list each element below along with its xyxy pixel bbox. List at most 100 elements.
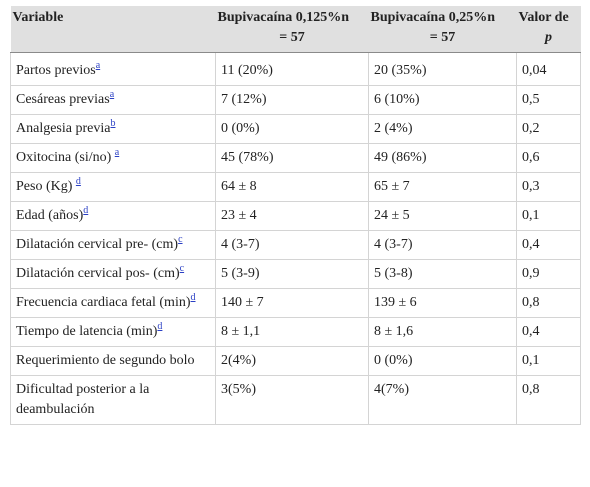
cell-p-value: 0,6 xyxy=(516,143,581,173)
footnote-link[interactable]: a xyxy=(114,147,120,158)
table-body: Partos previosa 11 (20%) 20 (35%) 0,04 Cesár… xyxy=(10,52,581,425)
cell-bupi-0125: 4 (3-7) xyxy=(215,230,369,260)
variable-label: Frecuencia cardiaca fetal (min) xyxy=(16,295,191,310)
footnote-link[interactable]: d xyxy=(190,292,196,303)
cell-p-value: 0,9 xyxy=(516,259,581,289)
header-p-value-line2: p xyxy=(545,30,552,45)
cell-p-value: 0,1 xyxy=(516,201,581,231)
header-bupi-0125-line2: = 57 xyxy=(279,30,305,45)
footnote-marker: d xyxy=(83,205,88,216)
cell-bupi-0125: 8 ± 1,1 xyxy=(215,317,369,347)
cell-p-value: 0,2 xyxy=(516,114,581,144)
cell-p-value: 0,04 xyxy=(516,52,581,86)
table-header: Variable Bupivacaína 0,125%n = 57 Bupiva… xyxy=(10,6,581,53)
header-p-value-line1: Valor de xyxy=(518,10,569,25)
cell-variable: Oxitocina (si/no) a xyxy=(10,143,216,173)
cell-bupi-025: 6 (10%) xyxy=(368,85,517,115)
table-row: Dilatación cervical pre- (cm)c 4 (3-7) 4 (… xyxy=(10,230,581,260)
cell-bupi-025: 8 ± 1,6 xyxy=(368,317,517,347)
variable-label: Dilatación cervical pre- (cm) xyxy=(16,237,179,252)
cell-variable: Dificultad posterior a la deambulación xyxy=(10,375,216,425)
footnote-link[interactable]: b xyxy=(110,118,116,129)
cell-bupi-0125: 7 (12%) xyxy=(215,85,369,115)
cell-variable: Peso (Kg) d xyxy=(10,172,216,202)
cell-p-value: 0,1 xyxy=(516,346,581,376)
table-row: Tiempo de latencia (min)d 8 ± 1,1 8 ± 1,6 0… xyxy=(10,317,581,347)
variable-label: Partos previos xyxy=(16,63,96,78)
cell-variable: Partos previosa xyxy=(10,52,216,86)
cell-bupi-025: 65 ± 7 xyxy=(368,172,517,202)
cell-bupi-0125: 140 ± 7 xyxy=(215,288,369,318)
footnote-marker: d xyxy=(157,321,162,332)
cell-variable: Dilatación cervical pre- (cm)c xyxy=(10,230,216,260)
variable-label: Tiempo de latencia (min) xyxy=(16,324,158,339)
cell-p-value: 0,8 xyxy=(516,288,581,318)
footnote-link[interactable]: d xyxy=(83,205,89,216)
variable-label: Requerimiento de segundo bolo xyxy=(16,353,195,368)
cell-bupi-0125: 2(4%) xyxy=(215,346,369,376)
cell-variable: Frecuencia cardiaca fetal (min)d xyxy=(10,288,216,318)
cell-bupi-025: 4 (3-7) xyxy=(368,230,517,260)
cell-variable: Edad (años)d xyxy=(10,201,216,231)
variable-label: Dificultad posterior a la deambulación xyxy=(16,382,150,417)
header-bupi-0125: Bupivacaína 0,125%n = 57 xyxy=(215,6,369,53)
cell-bupi-0125: 23 ± 4 xyxy=(215,201,369,231)
table-row: Oxitocina (si/no) a 45 (78%) 49 (86%) 0,6 xyxy=(10,143,581,173)
cell-bupi-025: 20 (35%) xyxy=(368,52,517,86)
header-bupi-0125-line1: Bupivacaína 0,125%n xyxy=(217,10,349,25)
footnote-link[interactable]: c xyxy=(179,263,185,274)
cell-p-value: 0,5 xyxy=(516,85,581,115)
cell-variable: Requerimiento de segundo bolo xyxy=(10,346,216,376)
cell-bupi-0125: 0 (0%) xyxy=(215,114,369,144)
cell-variable: Analgesia previab xyxy=(10,114,216,144)
cell-bupi-0125: 3(5%) xyxy=(215,375,369,425)
cell-bupi-0125: 64 ± 8 xyxy=(215,172,369,202)
footnote-marker: a xyxy=(115,147,119,158)
header-p-value: Valor de p xyxy=(516,6,581,53)
cell-variable: Cesáreas previasa xyxy=(10,85,216,115)
cell-bupi-0125: 5 (3-9) xyxy=(215,259,369,289)
footnote-marker: a xyxy=(110,89,114,100)
variable-label: Dilatación cervical pos- (cm) xyxy=(16,266,180,281)
footnote-link[interactable]: d xyxy=(75,176,81,187)
cell-p-value: 0,4 xyxy=(516,317,581,347)
footnote-marker: a xyxy=(96,60,100,71)
footnote-marker: b xyxy=(110,118,115,129)
cell-variable: Dilatación cervical pos- (cm)c xyxy=(10,259,216,289)
variable-label: Oxitocina (si/no) xyxy=(16,150,115,165)
header-bupi-025-line1: Bupivacaína 0,25%n xyxy=(370,10,495,25)
footnote-marker: c xyxy=(178,234,182,245)
table-row: Peso (Kg) d 64 ± 8 65 ± 7 0,3 xyxy=(10,172,581,202)
table-row: Partos previosa 11 (20%) 20 (35%) 0,04 xyxy=(10,52,581,86)
footnote-marker: c xyxy=(180,263,184,274)
header-bupi-025: Bupivacaína 0,25%n = 57 xyxy=(368,6,517,53)
data-table: Variable Bupivacaína 0,125%n = 57 Bupiva… xyxy=(10,6,581,425)
cell-bupi-025: 0 (0%) xyxy=(368,346,517,376)
footnote-marker: d xyxy=(191,292,196,303)
header-bupi-025-line2: = 57 xyxy=(429,30,456,45)
footnote-link[interactable]: a xyxy=(95,60,101,71)
cell-p-value: 0,3 xyxy=(516,172,581,202)
variable-label: Cesáreas previas xyxy=(16,92,110,107)
table-row: Analgesia previab 0 (0%) 2 (4%) 0,2 xyxy=(10,114,581,144)
footnote-marker: d xyxy=(76,176,81,187)
cell-bupi-0125: 45 (78%) xyxy=(215,143,369,173)
cell-bupi-025: 4(7%) xyxy=(368,375,517,425)
cell-p-value: 0,4 xyxy=(516,230,581,260)
cell-variable: Tiempo de latencia (min)d xyxy=(10,317,216,347)
footnote-link[interactable]: c xyxy=(178,234,183,245)
header-variable: Variable xyxy=(10,6,216,53)
cell-bupi-025: 2 (4%) xyxy=(368,114,517,144)
cell-bupi-025: 24 ± 5 xyxy=(368,201,517,231)
footnote-link[interactable]: d xyxy=(157,321,163,332)
cell-p-value: 0,8 xyxy=(516,375,581,425)
table-row: Requerimiento de segundo bolo 2(4%) 0 (0%)… xyxy=(10,346,581,376)
table-row: Dificultad posterior a la deambulación 3(… xyxy=(10,375,581,425)
table-row: Dilatación cervical pos- (cm)c 5 (3-9) 5 (… xyxy=(10,259,581,289)
footnote-link[interactable]: a xyxy=(109,89,115,100)
table-row: Edad (años)d 23 ± 4 24 ± 5 0,1 xyxy=(10,201,581,231)
cell-bupi-0125: 11 (20%) xyxy=(215,52,369,86)
variable-label: Analgesia previa xyxy=(16,121,111,136)
